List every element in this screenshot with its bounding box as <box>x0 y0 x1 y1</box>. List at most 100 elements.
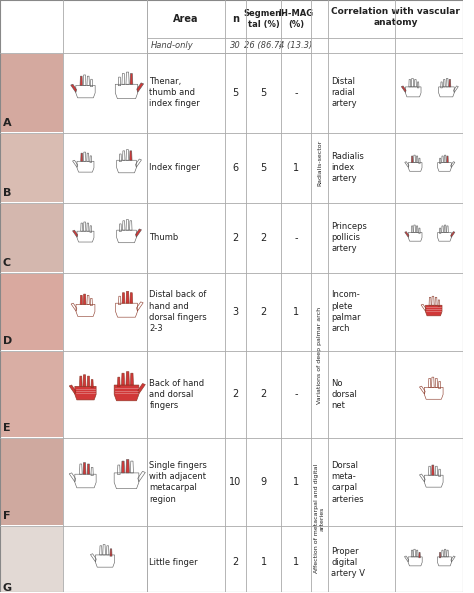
Polygon shape <box>138 384 146 394</box>
Text: Distal back of
hand and
dorsal fingers
2-3: Distal back of hand and dorsal fingers 2… <box>149 291 207 333</box>
Bar <box>1 352 63 438</box>
Bar <box>1 527 63 593</box>
Polygon shape <box>126 291 129 303</box>
Text: n: n <box>232 14 239 24</box>
Text: Thumb: Thumb <box>149 233 179 242</box>
Text: 3: 3 <box>232 307 238 317</box>
Polygon shape <box>87 376 90 386</box>
Text: Variations of deep palmar arch: Variations of deep palmar arch <box>317 307 322 404</box>
Polygon shape <box>426 305 442 316</box>
Text: -: - <box>294 88 298 98</box>
Polygon shape <box>401 86 406 93</box>
Polygon shape <box>69 385 76 394</box>
Text: Radialis
index
artery: Radialis index artery <box>331 152 364 183</box>
Polygon shape <box>451 232 455 237</box>
Text: Little finger: Little finger <box>149 558 198 567</box>
Text: 1: 1 <box>293 477 299 487</box>
Polygon shape <box>87 464 90 474</box>
Text: D: D <box>3 336 12 346</box>
Polygon shape <box>130 74 133 84</box>
Text: -: - <box>294 390 298 400</box>
Polygon shape <box>73 230 78 237</box>
Text: B: B <box>3 188 11 197</box>
Polygon shape <box>126 460 129 473</box>
Text: C: C <box>3 257 11 267</box>
Text: Back of hand
and dorsal
fingers: Back of hand and dorsal fingers <box>149 379 205 410</box>
Text: Index finger: Index finger <box>149 163 201 173</box>
Text: 2: 2 <box>261 307 267 317</box>
Text: Proper
digital
artery V: Proper digital artery V <box>331 547 365 578</box>
Bar <box>1 273 63 349</box>
Bar <box>1 134 63 202</box>
Polygon shape <box>80 376 82 386</box>
Text: Hand-only: Hand-only <box>150 41 193 50</box>
Text: Incom-
plete
palmar
arch: Incom- plete palmar arch <box>331 291 361 333</box>
Text: 2: 2 <box>232 557 238 568</box>
Polygon shape <box>130 293 133 303</box>
Text: 2: 2 <box>232 390 238 400</box>
Polygon shape <box>419 553 420 558</box>
Polygon shape <box>122 293 125 303</box>
Polygon shape <box>405 232 409 237</box>
Text: 10: 10 <box>229 477 242 487</box>
Polygon shape <box>80 295 82 304</box>
Polygon shape <box>136 229 141 237</box>
Text: IH-MAG
(%): IH-MAG (%) <box>278 9 314 29</box>
Bar <box>1 54 63 132</box>
Polygon shape <box>447 156 448 162</box>
Text: Affection of metacarpal and digital
arteries: Affection of metacarpal and digital arte… <box>314 464 325 573</box>
Text: 2: 2 <box>261 390 267 400</box>
Polygon shape <box>118 377 120 387</box>
Polygon shape <box>81 153 83 161</box>
Text: A: A <box>3 118 11 128</box>
Text: 5: 5 <box>261 88 267 98</box>
Polygon shape <box>121 461 125 473</box>
Text: Area: Area <box>173 14 198 24</box>
Polygon shape <box>83 294 86 304</box>
Text: Thenar,
thumb and
index finger: Thenar, thumb and index finger <box>149 77 200 109</box>
Polygon shape <box>71 84 77 93</box>
Polygon shape <box>431 465 434 475</box>
Text: 4 (13.3): 4 (13.3) <box>279 41 313 50</box>
Polygon shape <box>121 373 125 385</box>
Text: E: E <box>3 423 10 433</box>
Text: Radialis-sector: Radialis-sector <box>317 140 322 186</box>
Text: 1: 1 <box>293 557 299 568</box>
Polygon shape <box>130 373 134 385</box>
Polygon shape <box>83 463 86 474</box>
Text: Single fingers
with adjacent
metacarpal
region: Single fingers with adjacent metacarpal … <box>149 461 207 503</box>
Text: 2: 2 <box>261 232 267 243</box>
Text: 1: 1 <box>261 557 267 568</box>
Text: 5: 5 <box>261 163 267 173</box>
Polygon shape <box>137 83 144 93</box>
Text: 30: 30 <box>230 41 241 50</box>
Text: 26 (86.7): 26 (86.7) <box>245 41 283 50</box>
Text: F: F <box>3 511 10 521</box>
Text: 1: 1 <box>293 163 299 173</box>
Text: Dorsal
meta-
carpal
arteries: Dorsal meta- carpal arteries <box>331 461 364 503</box>
Polygon shape <box>91 380 93 388</box>
Text: 2: 2 <box>232 232 238 243</box>
Text: 6: 6 <box>232 163 238 173</box>
Polygon shape <box>80 76 82 85</box>
Text: No
dorsal
net: No dorsal net <box>331 379 357 410</box>
Text: 9: 9 <box>261 477 267 487</box>
Text: -: - <box>294 232 298 243</box>
Polygon shape <box>126 372 129 385</box>
Text: G: G <box>3 584 12 593</box>
Text: 1: 1 <box>293 307 299 317</box>
Text: Distal
radial
artery: Distal radial artery <box>331 77 357 109</box>
Polygon shape <box>110 549 112 556</box>
Polygon shape <box>449 79 451 87</box>
Bar <box>1 204 63 272</box>
Polygon shape <box>83 375 86 386</box>
Polygon shape <box>75 386 96 400</box>
Text: Correlation with vascular
anatomy: Correlation with vascular anatomy <box>331 7 460 27</box>
Polygon shape <box>411 156 413 162</box>
Polygon shape <box>439 553 441 558</box>
Text: Princeps
pollicis
artery: Princeps pollicis artery <box>331 222 367 253</box>
Text: 5: 5 <box>232 88 238 98</box>
Text: Segmen-
tal (%): Segmen- tal (%) <box>243 9 284 29</box>
Polygon shape <box>129 151 132 160</box>
Bar <box>1 439 63 525</box>
